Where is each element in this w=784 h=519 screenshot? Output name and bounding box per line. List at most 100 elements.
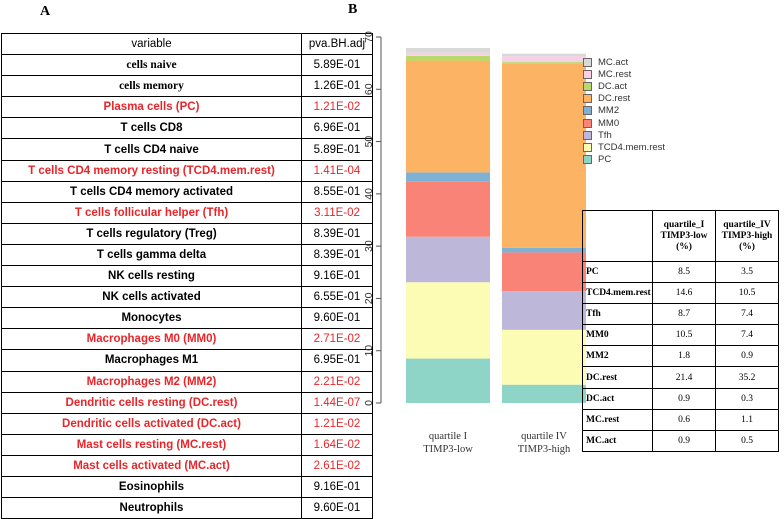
quartile-iv-value: 3.5 — [715, 260, 779, 284]
bar-segment-mc-act — [502, 53, 586, 57]
table-row: T cells gamma delta 8.39E-01 — [1, 243, 373, 267]
table-row: T cells regulatory (Treg) 8.39E-01 — [1, 222, 373, 245]
table-row: T cells CD8 6.96E-01 — [1, 117, 373, 140]
table-row: Tfh 8.7 7.4 — [582, 303, 779, 326]
header-line: TIMP3-high — [721, 230, 773, 241]
cell-type-name: Mast cells resting (MC.rest) — [1, 433, 302, 456]
table-row: TCD4.mem.rest 14.6 10.5 — [582, 282, 779, 305]
quartile-iv-value: 35.2 — [715, 366, 779, 389]
adjusted-pvalue: 1.44E-07 — [301, 391, 373, 414]
table-row: MC.act 0.9 0.5 — [582, 429, 779, 452]
table-row: Monocytes 9.60E-01 — [1, 307, 373, 330]
quartile-i-value: 8.7 — [652, 303, 716, 326]
cell-type-name: T cells follicular helper (Tfh) — [1, 201, 302, 224]
bar-segment-pc — [502, 384, 586, 403]
legend-label: DC.rest — [598, 93, 631, 105]
legend-item: Tfh — [583, 129, 665, 141]
legend-label: MM2 — [598, 105, 620, 117]
cell-type-name: Eosinophils — [1, 475, 302, 499]
x-category-label: TIMP3-low — [423, 444, 473, 455]
quartile-iv-value: 0.9 — [715, 345, 779, 368]
table-row: MM2 1.8 0.9 — [582, 345, 779, 368]
corner-cell — [582, 210, 653, 262]
percentage-table-body: PC 8.5 3.5 TCD4.mem.rest 14.6 10.5 Tfh 8.7 7.4 MM… — [582, 260, 779, 452]
cell-type-name: Macrophages M1 — [1, 349, 302, 372]
quartile-i-header: quartile_I TIMP3-low (%) — [652, 210, 716, 262]
cell-type-name: cells memory — [1, 75, 302, 98]
adjusted-pvalue-table: variable pva.BH.adj cells naive 5.89E-01 c… — [1, 32, 373, 519]
cell-type-name: Plasma cells (PC) — [1, 96, 302, 119]
row-label: MC.rest — [582, 408, 653, 431]
row-label: MM0 — [582, 324, 653, 347]
legend-label: MC.rest — [598, 68, 632, 80]
cell-type-name: Macrophages M0 (MM0) — [1, 328, 302, 351]
table-row: PC 8.5 3.5 — [582, 260, 779, 284]
bar-segment-mm0 — [406, 181, 490, 237]
table-row: MM0 10.5 7.4 — [582, 324, 779, 347]
quartile-i-value: 0.6 — [652, 408, 716, 431]
legend-swatch — [583, 130, 592, 140]
legend-label: MC.act — [598, 56, 629, 68]
row-label: MC.act — [582, 429, 653, 452]
quartile-iv-value: 0.3 — [715, 387, 779, 410]
header-line: TIMP3-low — [660, 230, 708, 241]
legend-item: MC.rest — [583, 68, 665, 80]
quartile-i-value: 10.5 — [652, 324, 716, 347]
x-category-label: quartile I — [429, 431, 468, 442]
table-row: Dendritic cells resting (DC.rest) 1.44E-0… — [1, 391, 373, 414]
legend-label: MM0 — [598, 117, 620, 129]
percentage-table-header: quartile_I TIMP3-low (%) quartile_IV TIM… — [582, 210, 779, 262]
quartile-i-value: 8.5 — [652, 260, 716, 284]
legend-item: MM2 — [583, 105, 665, 117]
adjusted-pvalue: 6.55E-01 — [301, 286, 373, 309]
table-row: Macrophages M1 6.95E-01 — [1, 349, 373, 372]
adjusted-pvalue: 2.21E-02 — [301, 370, 373, 393]
cell-type-name: T cells gamma delta — [1, 243, 302, 267]
adjusted-pvalue: 9.60E-01 — [301, 307, 373, 330]
table-row: T cells CD4 memory activated 8.55E-01 — [1, 180, 373, 203]
quartile-i-value: 1.8 — [652, 345, 716, 368]
cell-type-name: T cells regulatory (Treg) — [1, 222, 302, 245]
quartile-i-value: 14.6 — [652, 282, 716, 305]
cell-type-name: Neutrophils — [1, 497, 302, 519]
adjusted-pvalue: 9.16E-01 — [301, 475, 373, 499]
bar-segment-dc-rest — [406, 60, 490, 173]
table-row: Mast cells resting (MC.rest) 1.64E-02 — [1, 433, 373, 456]
table-row: NK cells resting 9.16E-01 — [1, 265, 373, 288]
y-tick-label: 50 — [363, 136, 375, 148]
legend-item: DC.act — [583, 80, 665, 92]
cell-type-name: T cells CD4 memory resting (TCD4.mem.res… — [1, 159, 302, 182]
table-body: cells naive 5.89E-01 cells memory 1.26E-01 P… — [1, 54, 373, 519]
y-tick-label: 30 — [363, 240, 375, 252]
quartile-i-value: 0.9 — [652, 387, 716, 410]
quartile-iv-value: 0.5 — [715, 429, 779, 452]
table-row: Eosinophils 9.16E-01 — [1, 475, 373, 499]
bar-segment-mc-rest — [502, 56, 586, 63]
legend-item: PC — [583, 154, 665, 166]
legend-swatch — [583, 118, 592, 128]
legend-item: MM0 — [583, 117, 665, 129]
bar-segment-tcd4-mem-rest — [406, 282, 490, 359]
table-row: NK cells activated 6.55E-01 — [1, 286, 373, 309]
legend-label: Tfh — [598, 129, 612, 141]
legend-label: DC.act — [598, 80, 628, 92]
y-tick-label: 60 — [363, 83, 375, 95]
table-row: DC.rest 21.4 35.2 — [582, 366, 779, 389]
bar-segment-tfh — [406, 236, 490, 283]
adjusted-pvalue: 8.39E-01 — [301, 222, 373, 245]
cell-type-name: Monocytes — [1, 307, 302, 330]
bar-segment-dc-act — [406, 55, 490, 61]
row-label: MM2 — [582, 345, 653, 368]
y-tick-label: 10 — [363, 345, 375, 357]
legend-item: MC.act — [583, 56, 665, 68]
y-tick-label: 70 — [363, 31, 375, 43]
legend-item: DC.rest — [583, 93, 665, 105]
quartile-iv-value: 7.4 — [715, 303, 779, 326]
cell-type-name: Dendritic cells resting (DC.rest) — [1, 391, 302, 414]
table-row: Dendritic cells activated (DC.act) 1.21E-… — [1, 412, 373, 435]
table-row: Mast cells activated (MC.act) 2.61E-02 — [1, 454, 373, 477]
quartile-i-value: 0.9 — [652, 429, 716, 452]
bar-segment-tfh — [502, 291, 586, 330]
table-row: T cells CD4 memory resting (TCD4.mem.res… — [1, 159, 373, 182]
adjusted-pvalue: 5.89E-01 — [301, 138, 373, 161]
